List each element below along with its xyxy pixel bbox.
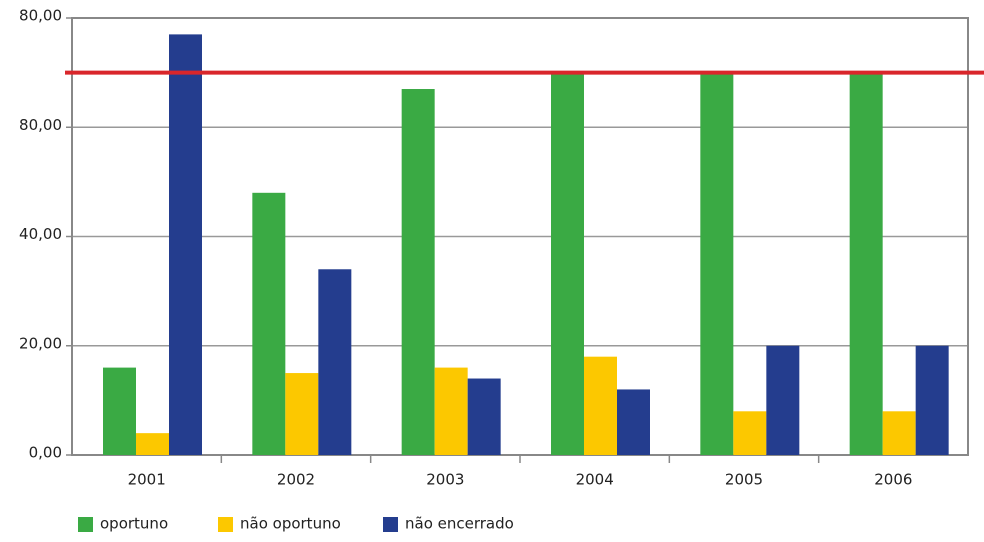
- bar: [849, 72, 883, 455]
- x-tick-label: 2003: [426, 471, 464, 489]
- bar: [103, 367, 136, 455]
- y-tick-label: 80,00: [19, 7, 62, 25]
- legend-swatch: [78, 517, 93, 532]
- bar: [617, 389, 650, 455]
- bar: [285, 373, 319, 455]
- bar: [252, 192, 286, 456]
- legend-label: não encerrado: [405, 515, 514, 533]
- bar: [136, 433, 169, 455]
- bar: [318, 269, 352, 455]
- x-tick-label: 2004: [576, 471, 614, 489]
- y-tick-label: 40,00: [19, 225, 62, 243]
- bar: [434, 367, 468, 455]
- legend-label: não oportuno: [240, 515, 341, 533]
- bar: [401, 89, 435, 455]
- bar: [766, 345, 800, 455]
- bar: [882, 411, 916, 455]
- legend-swatch: [383, 517, 398, 532]
- bar: [700, 72, 734, 455]
- bar: [584, 356, 617, 455]
- x-tick-label: 2006: [874, 471, 912, 489]
- y-tick-label: 80,00: [19, 116, 62, 134]
- y-tick-label: 20,00: [19, 334, 62, 352]
- bar: [467, 378, 501, 455]
- bar: [551, 72, 584, 455]
- y-tick-label: 0,00: [29, 444, 62, 462]
- bar: [733, 411, 767, 455]
- bar: [915, 345, 949, 455]
- legend-swatch: [218, 517, 233, 532]
- x-tick-label: 2005: [725, 471, 763, 489]
- x-tick-label: 2002: [277, 471, 315, 489]
- bar: [169, 34, 202, 455]
- legend-label: oportuno: [100, 515, 168, 533]
- x-tick-label: 2001: [128, 471, 166, 489]
